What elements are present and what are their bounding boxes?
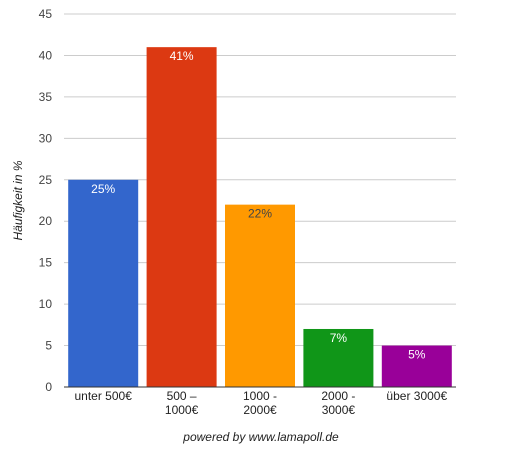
y-tick-label: 10 <box>39 297 53 311</box>
data-label: 22% <box>248 207 272 221</box>
bar <box>303 328 374 387</box>
x-tick-label: 500 – <box>167 389 197 403</box>
x-tick-label: 1000€ <box>165 403 199 417</box>
x-tick-label: unter 500€ <box>75 389 133 403</box>
data-label: 25% <box>91 182 115 196</box>
bar <box>68 179 139 387</box>
y-tick-label: 25 <box>39 173 53 187</box>
y-tick-label: 20 <box>39 214 53 228</box>
x-tick-label: 3000€ <box>322 403 356 417</box>
x-tick-label: 2000€ <box>243 403 277 417</box>
y-tick-label: 5 <box>45 339 52 353</box>
data-label: 7% <box>330 331 348 345</box>
y-tick-label: 15 <box>39 256 53 270</box>
y-tick-label: 35 <box>39 90 53 104</box>
x-tick-label: 1000 - <box>243 389 277 403</box>
x-tick-label: 2000 - <box>321 389 355 403</box>
data-label: 5% <box>408 348 426 362</box>
bar <box>146 47 217 388</box>
y-axis-title: Häufigkeit in % <box>11 160 25 240</box>
footer-credit: powered by www.lamapoll.de <box>183 430 339 444</box>
data-label: 41% <box>170 49 194 63</box>
bar <box>225 204 295 387</box>
y-tick-label: 30 <box>39 131 53 145</box>
y-tick-label: 45 <box>39 7 53 21</box>
bar <box>381 345 452 387</box>
y-tick-label: 40 <box>39 48 53 62</box>
y-tick-label: 0 <box>45 380 52 394</box>
x-tick-label: über 3000€ <box>386 389 447 403</box>
